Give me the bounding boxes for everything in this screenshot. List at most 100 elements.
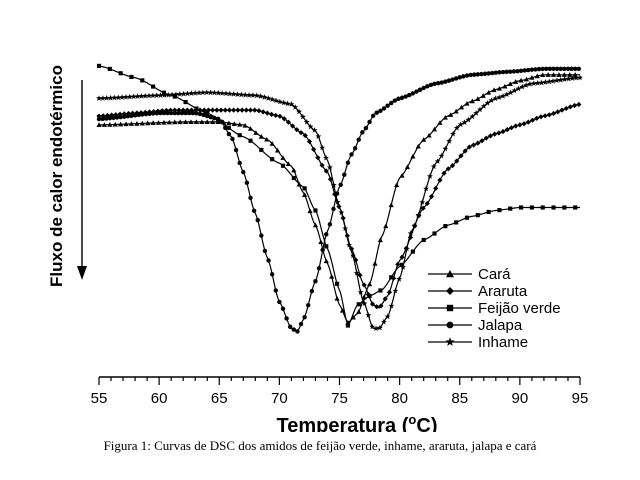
data-point [312,222,319,228]
data-point [369,301,376,307]
data-point [571,102,578,109]
data-point [399,172,405,178]
data-point [186,110,192,116]
data-point [545,72,551,77]
data-point [425,84,430,89]
data-point [522,68,527,73]
data-point [262,248,268,254]
data-point [383,223,389,229]
data-point [366,281,373,287]
data-point [313,208,318,213]
data-point [114,115,120,120]
data-point [348,246,355,252]
data-point [316,266,322,271]
data-point [273,97,279,104]
data-point [497,208,502,213]
data-point [205,113,210,119]
data-point [550,77,557,84]
data-point [403,94,408,99]
data-point [415,211,422,218]
data-point [527,80,533,87]
data-point [573,74,580,81]
data-point [339,307,346,313]
data-point [426,132,432,138]
data-point [518,68,524,74]
data-point [565,75,572,82]
data-point [556,72,562,77]
data-point [504,127,510,133]
legend-label: Araruta [478,283,528,300]
data-point [547,66,553,72]
data-point [376,324,383,331]
data-point [266,258,271,263]
data-point [190,110,196,116]
data-point [421,137,427,142]
data-point [508,69,513,74]
data-point [315,133,322,140]
data-point [323,258,329,264]
data-point [196,89,203,96]
data-point [199,89,206,96]
x-tick-label: 75 [331,390,348,407]
data-point [318,239,324,245]
data-point [482,71,488,76]
data-point [511,87,518,94]
data-point [242,91,249,98]
data-point [442,145,449,152]
data-point [487,133,494,139]
x-tick-label: 70 [271,390,288,407]
data-point [480,103,487,109]
data-point [107,122,113,127]
data-point [172,110,177,116]
data-point [226,131,232,137]
data-point [493,70,499,75]
data-point [277,299,282,305]
data-point [508,125,515,131]
data-point [306,138,313,145]
data-point [448,112,454,117]
data-point [454,220,459,225]
data-point [285,161,291,167]
data-point [338,182,343,187]
data-point [177,119,183,125]
data-point [161,90,167,95]
data-point [475,96,481,101]
data-point [172,119,178,125]
data-point [432,81,437,87]
data-point [257,93,264,99]
data-point [180,90,187,97]
data-point [258,134,264,139]
data-point [179,110,185,116]
data-point [226,120,232,126]
data-point [464,100,470,106]
data-point [395,261,401,267]
data-point [486,71,491,76]
data-point [361,282,367,288]
data-point [445,166,451,172]
data-point [557,76,564,83]
data-point [417,87,423,92]
data-point [223,125,228,131]
data-point [504,69,509,75]
data-point [529,205,534,210]
data-point [479,71,484,77]
data-point [380,318,387,325]
data-point [438,152,445,159]
data-point [486,89,492,95]
data-point [334,198,341,205]
data-point [428,82,434,88]
y-axis-title: Fluxo de calor endotérmico [47,65,66,287]
data-point [565,66,571,72]
data-point [529,75,535,80]
data-point [441,170,447,176]
data-point [443,79,448,84]
data-point [457,75,462,80]
data-point [352,146,358,151]
data-point [299,113,306,120]
data-point [218,107,224,113]
data-point [226,90,233,97]
legend-item: Araruta [428,283,528,300]
data-point [324,244,329,249]
data-point [496,130,502,136]
